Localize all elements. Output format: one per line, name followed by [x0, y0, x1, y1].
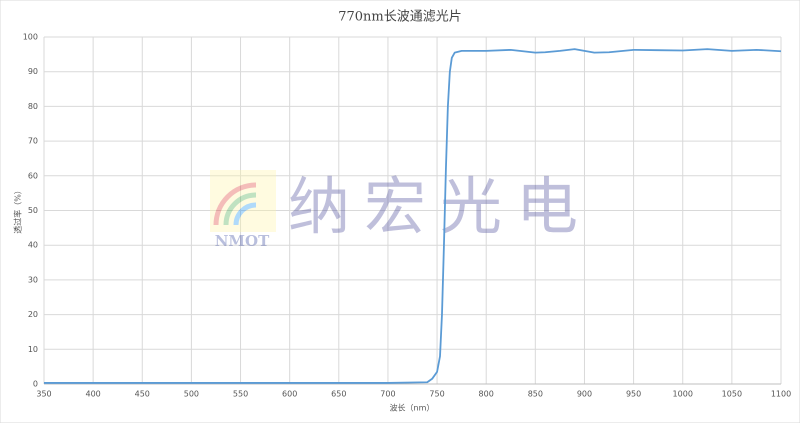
y-tick-label: 80: [28, 102, 38, 111]
logo-arc: [223, 192, 257, 226]
x-tick-label: 1100: [771, 390, 791, 399]
y-tick-label: 20: [28, 310, 38, 319]
x-tick-label: 900: [577, 390, 592, 399]
x-tick-label: 550: [233, 390, 248, 399]
x-tick-label: 700: [380, 390, 395, 399]
x-tick-label: 600: [282, 390, 297, 399]
x-tick-label: 350: [36, 390, 51, 399]
y-tick-label: 90: [28, 67, 38, 76]
x-tick-label: 750: [429, 390, 444, 399]
y-tick-label: 100: [23, 33, 38, 42]
y-tick-label: 30: [28, 275, 38, 284]
x-tick-label: 950: [626, 390, 641, 399]
x-tick-label: 500: [184, 390, 199, 399]
watermark-group: NMOT 纳宏光电: [210, 170, 592, 250]
y-tick-label: 40: [28, 241, 38, 250]
y-tick-label: 10: [28, 345, 38, 354]
watermark: 纳宏光电: [288, 170, 592, 243]
watermark-logo: NMOT: [215, 232, 270, 250]
y-tick-label: 60: [28, 171, 38, 180]
chart-title: 770nm长波通滤光片: [338, 10, 462, 25]
data-line: [44, 48, 782, 384]
y-tick-label: 50: [28, 206, 38, 215]
logo-bg: [210, 170, 276, 232]
x-tick-label: 1000: [673, 390, 693, 399]
logo-arc: [233, 202, 257, 226]
y-tick-label: 70: [28, 137, 38, 146]
x-tick-label: 400: [85, 390, 100, 399]
x-tick-label: 850: [528, 390, 543, 399]
x-tick-label: 650: [331, 390, 346, 399]
y-axis-label: 透过率（%）: [13, 186, 23, 234]
logo-arc: [213, 182, 257, 226]
y-tick-label: 0: [33, 380, 38, 389]
x-tick-label: 1050: [722, 390, 742, 399]
x-tick-label: 800: [479, 390, 494, 399]
x-tick-label: 450: [135, 390, 150, 399]
x-axis-label: 波长（nm）: [390, 403, 435, 413]
